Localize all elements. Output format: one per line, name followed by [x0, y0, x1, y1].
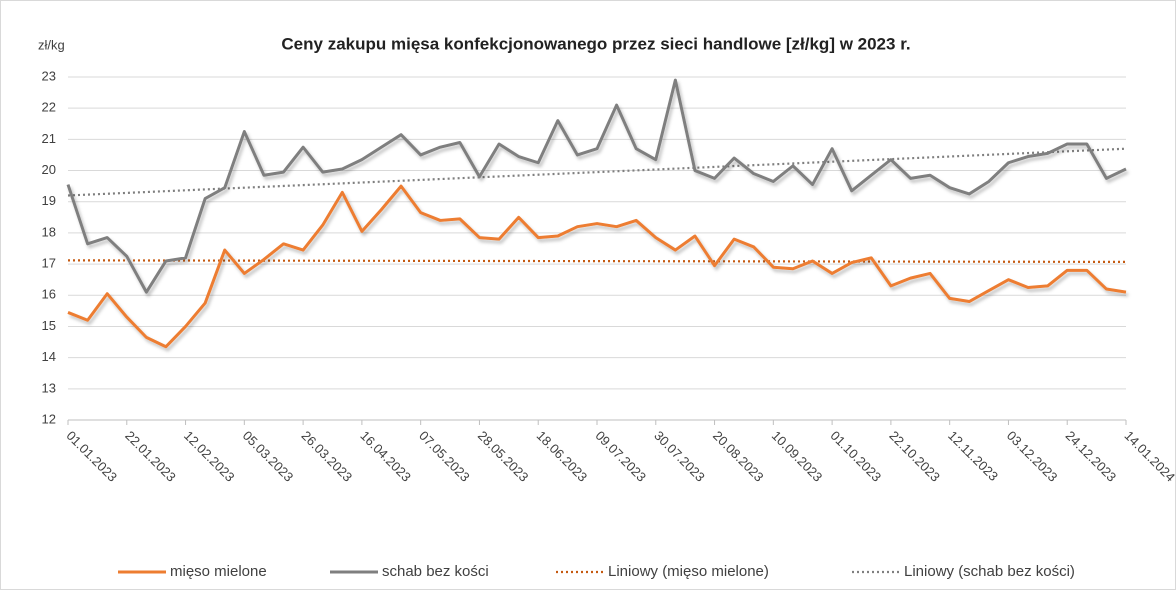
legend-label: schab bez kości [382, 563, 489, 580]
legend-label: mięso mielone [170, 563, 267, 580]
legend-label: Liniowy (schab bez kości) [904, 563, 1075, 580]
series-line [67, 184, 1127, 349]
y-tick-label: 23 [42, 68, 56, 83]
y-tick-label: 17 [42, 256, 56, 271]
y-tick-label: 16 [42, 287, 56, 302]
y-tick-label: 20 [42, 162, 56, 177]
trend-line [67, 147, 1127, 197]
y-tick-label: 18 [42, 224, 56, 239]
trend-line [67, 259, 1127, 264]
y-tick-label: 21 [42, 131, 56, 146]
y-tick-label: 12 [42, 411, 56, 426]
y-tick-label: 13 [42, 380, 56, 395]
y-axis-label: zł/kg [38, 37, 65, 52]
y-tick-label: 22 [42, 100, 56, 115]
chart-title: Ceny zakupu mięsa konfekcjonowanego prze… [281, 34, 910, 53]
y-tick-label: 15 [42, 318, 56, 333]
series-line [66, 78, 1127, 294]
y-tick-label: 19 [42, 193, 56, 208]
y-tick-label: 14 [42, 349, 56, 364]
legend-label: Liniowy (mięso mielone) [608, 563, 769, 580]
